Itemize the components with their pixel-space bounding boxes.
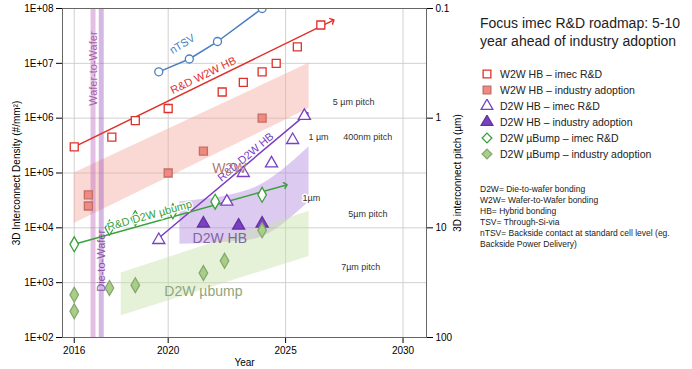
svg-text:2030: 2030 <box>392 345 415 356</box>
svg-text:1E+03: 1E+03 <box>24 277 54 288</box>
svg-text:W2W: W2W <box>212 160 247 176</box>
svg-text:1E+06: 1E+06 <box>24 112 54 123</box>
html-text:D2W µBump – industry adoption: D2W µBump – industry adoption <box>500 148 652 160</box>
svg-text:Wafer-to-Wafer: Wafer-to-Wafer <box>87 31 99 106</box>
html-text:W2W HB – imec R&D: W2W HB – imec R&D <box>500 68 603 80</box>
svg-text:3D Interconnect Density (#/mm²: 3D Interconnect Density (#/mm²) <box>11 101 22 246</box>
svg-text:Die-to-Wafer: Die-to-Wafer <box>95 230 107 292</box>
svg-text:2025: 2025 <box>274 345 297 356</box>
html-text:D2W HB – imec R&D: D2W HB – imec R&D <box>500 100 600 112</box>
svg-text:400nm pitch: 400nm pitch <box>343 132 392 142</box>
svg-text:100: 100 <box>436 332 453 343</box>
svg-text:1: 1 <box>436 112 442 123</box>
svg-text:R&D D2W µbump: R&D D2W µbump <box>105 197 193 232</box>
svg-text:Year: Year <box>234 357 255 368</box>
svg-text:1E+05: 1E+05 <box>24 167 54 178</box>
svg-text:R&D D2W HB: R&D D2W HB <box>215 129 276 184</box>
html-text:W2W= Wafer-to-Wafer bonding: W2W= Wafer-to-Wafer bonding <box>480 195 599 205</box>
html-text:W2W HB – industry adoption: W2W HB – industry adoption <box>500 84 635 96</box>
html-text:Focus imec R&D roadmap: 5-10 y: Focus imec R&D roadmap: 5-10 year ahead … <box>480 15 680 49</box>
svg-text:1E+07: 1E+07 <box>24 58 54 69</box>
svg-text:1µm: 1µm <box>303 193 321 203</box>
html-text:D2W HB – industry adoption: D2W HB – industry adoption <box>500 116 633 128</box>
svg-text:0.1: 0.1 <box>436 3 450 14</box>
html-text:D2W= Die-to-wafer bonding: D2W= Die-to-wafer bonding <box>480 184 586 194</box>
html-text:D2W µBump – imec R&D: D2W µBump – imec R&D <box>500 132 619 144</box>
svg-text:D2W HB: D2W HB <box>193 230 247 246</box>
svg-text:1E+02: 1E+02 <box>24 332 54 343</box>
html-text:nTSV= Backside contact at stan: nTSV= Backside contact at standard cell … <box>480 228 670 249</box>
svg-text:2020: 2020 <box>157 345 180 356</box>
svg-text:nTSV: nTSV <box>167 31 197 56</box>
svg-text:1E+08: 1E+08 <box>24 3 54 14</box>
svg-text:D2W µbump: D2W µbump <box>164 283 242 299</box>
svg-text:10: 10 <box>436 222 448 233</box>
svg-text:1 µm: 1 µm <box>308 132 328 142</box>
html-text:TSV= Through-Si-via: TSV= Through-Si-via <box>480 217 560 227</box>
svg-text:1E+04: 1E+04 <box>24 222 54 233</box>
svg-text:5µm pitch: 5µm pitch <box>348 209 387 219</box>
svg-text:5 µm pitch: 5 µm pitch <box>333 97 375 107</box>
html-text:HB= Hybrid bonding: HB= Hybrid bonding <box>480 206 557 216</box>
svg-text:R&D W2W HB: R&D W2W HB <box>168 54 238 96</box>
svg-text:7µm pitch: 7µm pitch <box>341 262 380 272</box>
svg-text:3D interconnect pitch (µm): 3D interconnect pitch (µm) <box>452 114 463 231</box>
svg-text:2016: 2016 <box>63 345 86 356</box>
